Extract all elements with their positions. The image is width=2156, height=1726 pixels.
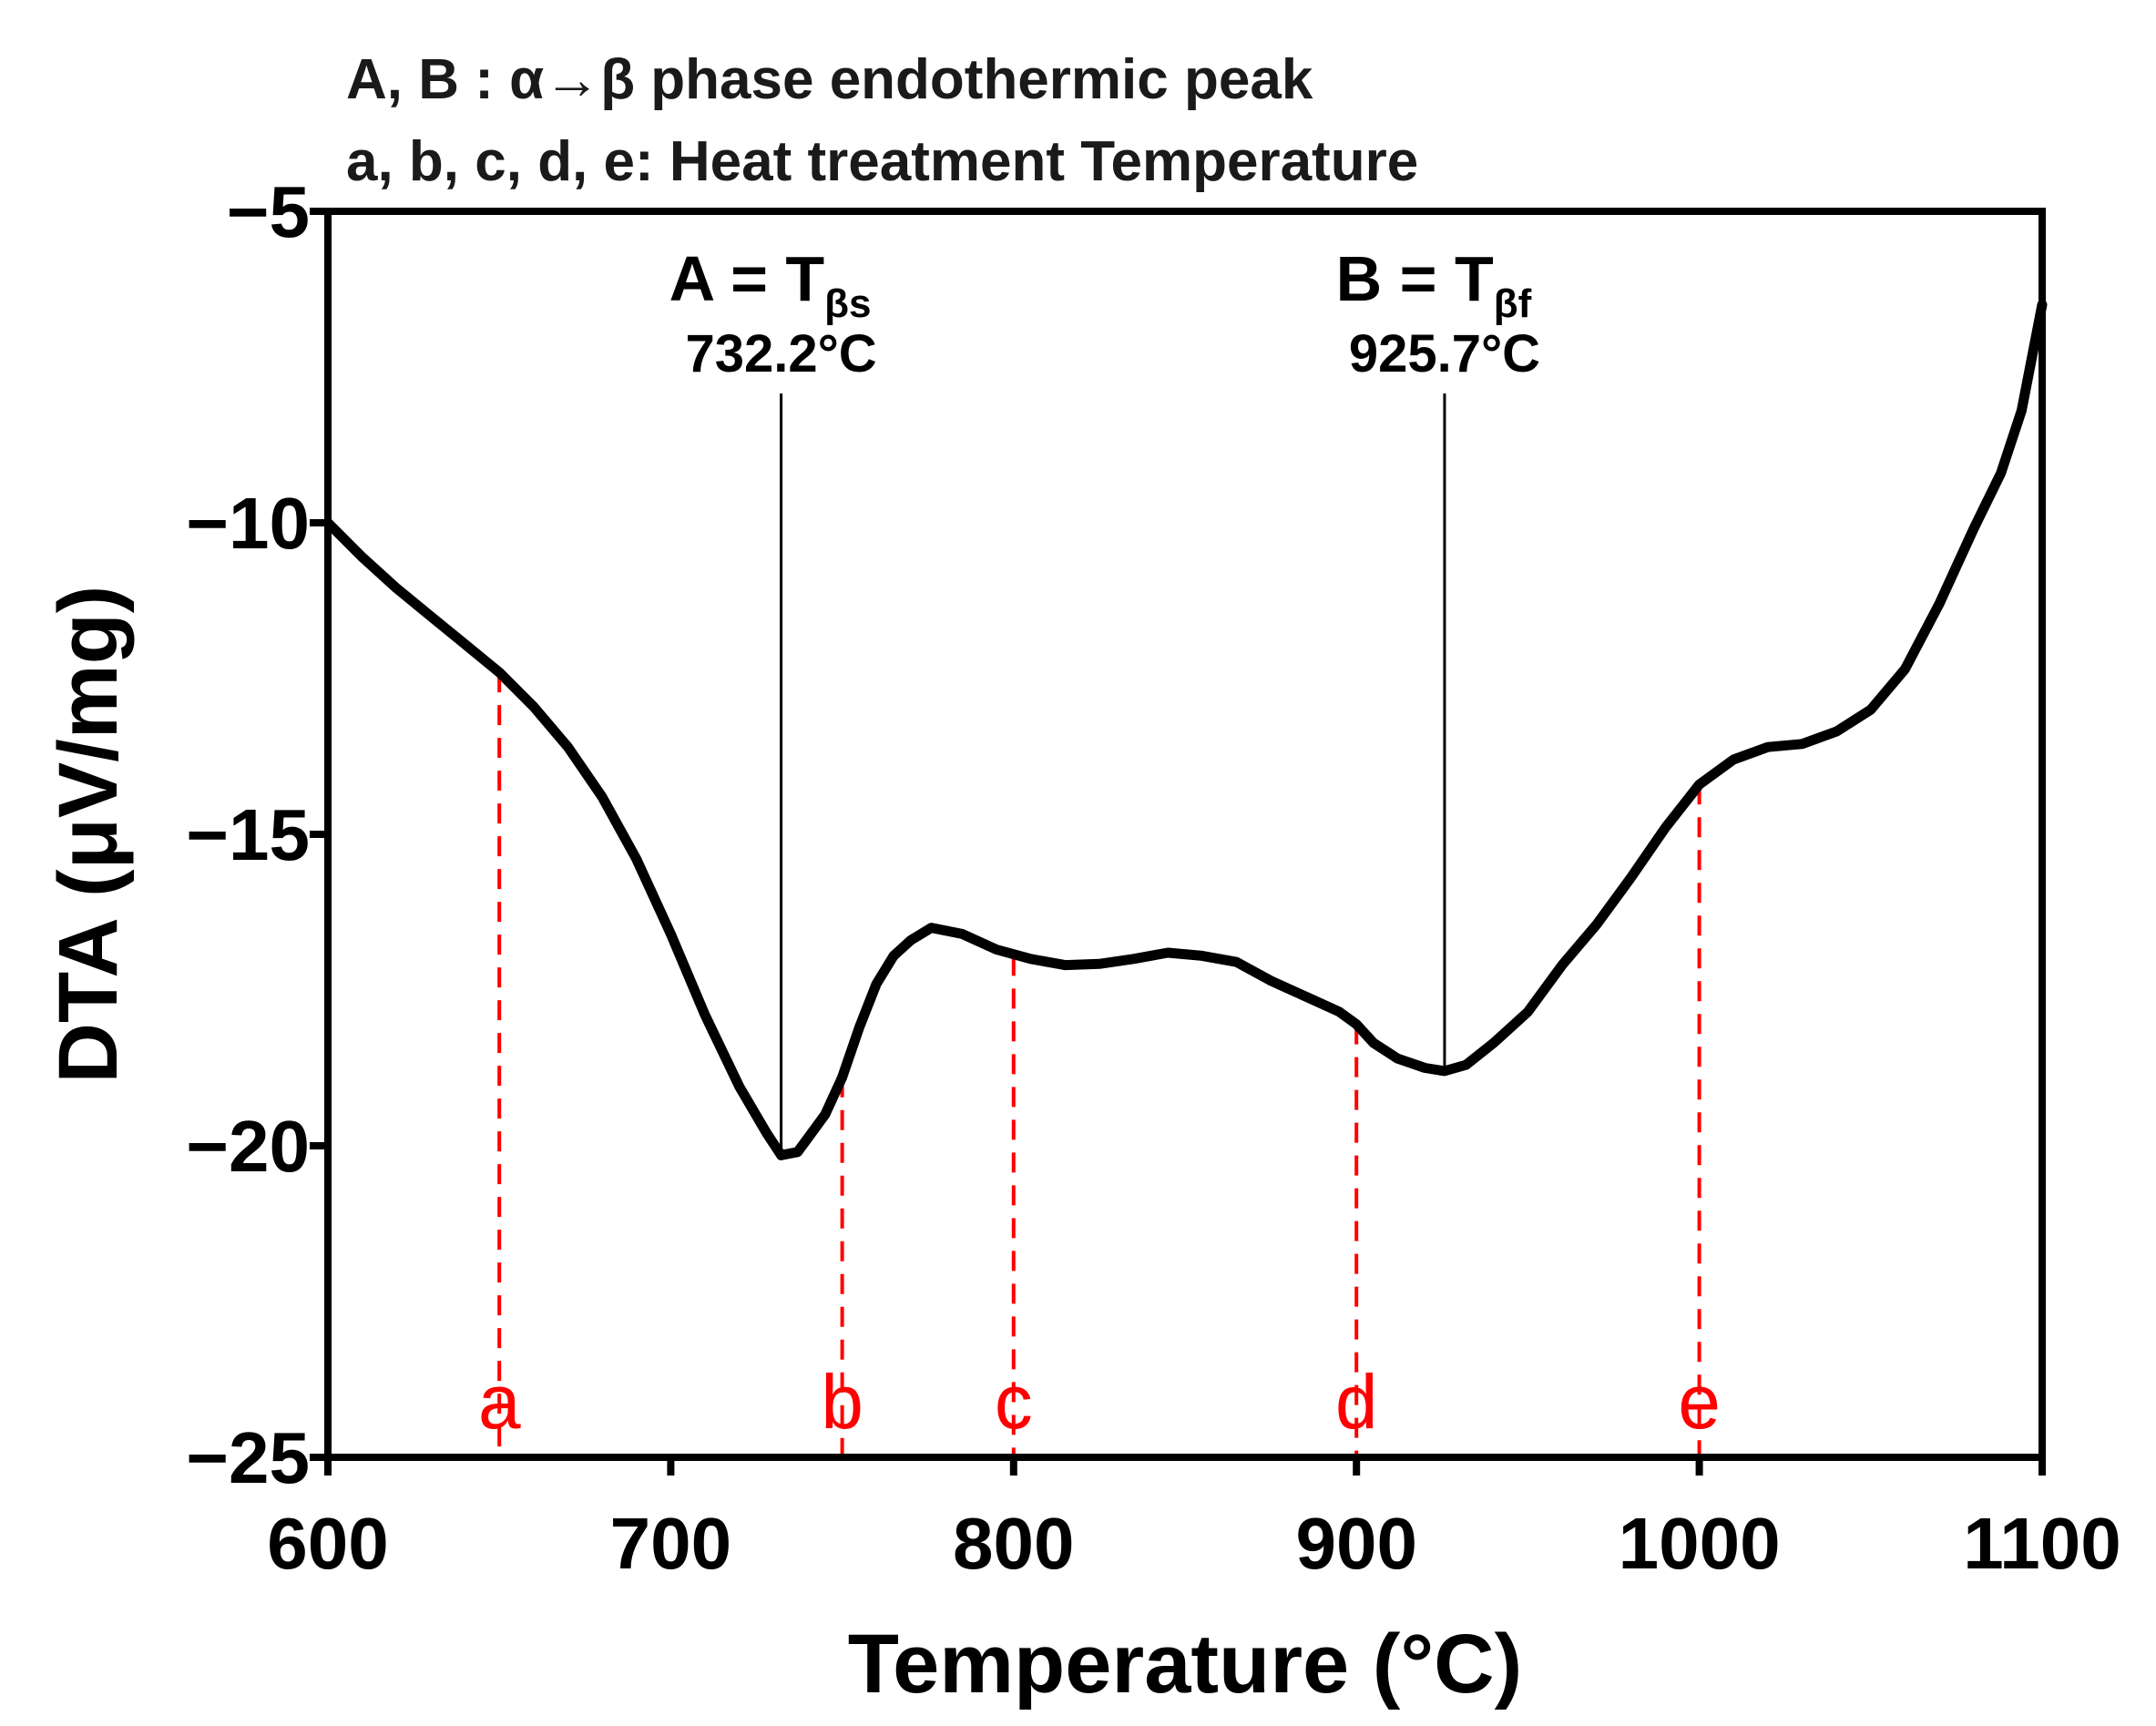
peak-label-subscript-A: βs: [824, 281, 871, 326]
chart-legend: A, B : α→β phase endothermic peak a, b, …: [346, 48, 1418, 193]
y-tick-label--5: −5: [227, 171, 310, 252]
series-layer: [322, 300, 2048, 1160]
y-axis-title: DTA (μV/mg): [42, 586, 135, 1084]
x-axis-title: Temperature (°C): [848, 1618, 1523, 1711]
heat-treatment-label-a: a: [478, 1359, 521, 1445]
peak-label-main-A: A = T: [669, 243, 825, 314]
x-tick-label-700: 700: [610, 1503, 731, 1584]
heat-treatment-label-c: c: [995, 1359, 1033, 1445]
axes: [310, 208, 2046, 1476]
peak-label-main-B: B = T: [1336, 243, 1494, 314]
y-tick-label--25: −25: [186, 1417, 310, 1498]
peak-label-B: B = Tβf: [1336, 243, 1532, 326]
peak-temp-A: 732.2°C: [685, 324, 876, 383]
x-tick-label-800: 800: [953, 1503, 1074, 1584]
x-tick-label-1000: 1000: [1619, 1503, 1781, 1584]
y-tick-label--15: −15: [186, 794, 310, 875]
peak-temp-B: 925.7°C: [1349, 324, 1540, 383]
legend-line-heat-treatment: a, b, c, d, e: Heat treatment Temperatur…: [346, 130, 1418, 193]
y-tick-label--10: −10: [186, 483, 310, 564]
y-tick-label--20: −20: [186, 1106, 310, 1187]
x-tick-label-600: 600: [267, 1503, 388, 1584]
axis-labels: 600 700 800 900 1000 1100 −5 −10 −15 −20 −25 Temper…: [42, 171, 2121, 1711]
heat-treatment-label-e: e: [1678, 1359, 1721, 1445]
legend-line-peaks: A, B : α→β phase endothermic peak: [346, 48, 1313, 111]
heat-treatment-label-d: d: [1335, 1359, 1378, 1445]
plot-frame: [324, 208, 2046, 1461]
series-line-dta: [322, 300, 2048, 1160]
heat-treatment-markers: a b c d e: [478, 672, 1721, 1457]
peak-label-A: A = Tβs: [669, 243, 872, 326]
x-tick-label-900: 900: [1295, 1503, 1416, 1584]
peak-label-subscript-B: βf: [1494, 281, 1532, 326]
heat-treatment-label-b: b: [821, 1359, 863, 1445]
x-tick-label-1100: 1100: [1963, 1503, 2121, 1584]
